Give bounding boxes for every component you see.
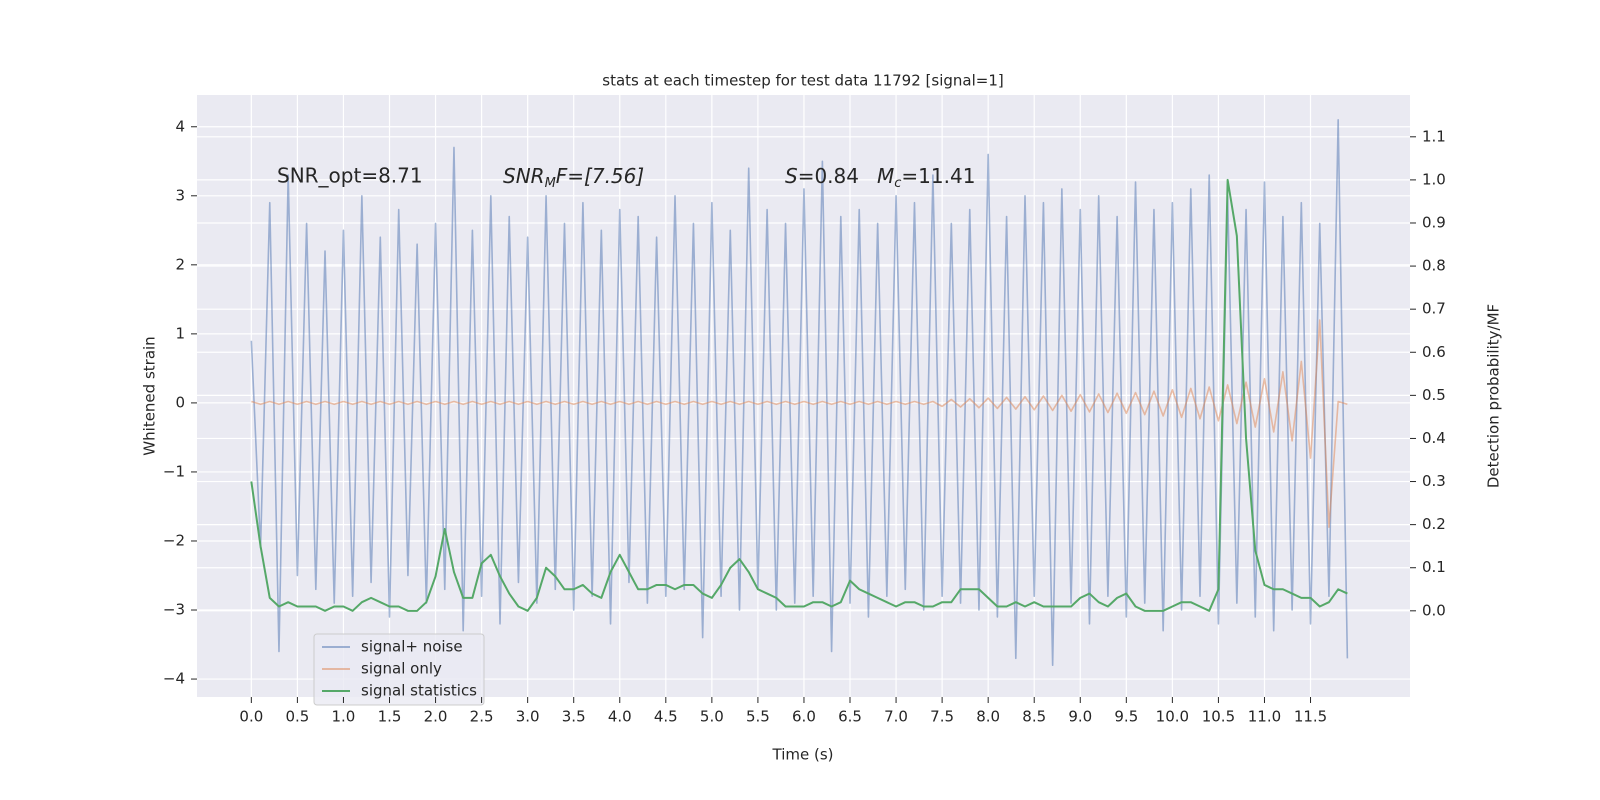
y-tick-label: 3 bbox=[175, 186, 185, 204]
chart-title: stats at each timestep for test data 117… bbox=[602, 72, 1003, 90]
x-tick-label: 10.5 bbox=[1202, 708, 1235, 726]
annotation-part: c bbox=[894, 176, 901, 191]
annotation-part: =0.84 bbox=[798, 164, 859, 188]
x-tick-label: 10.0 bbox=[1156, 708, 1189, 726]
y2-tick-label: 1.0 bbox=[1422, 170, 1446, 188]
x-tick-label: 4.0 bbox=[608, 708, 632, 726]
y2-tick-label: 0.7 bbox=[1422, 300, 1446, 318]
x-tick-label: 8.5 bbox=[1022, 708, 1046, 726]
annotation-part: M bbox=[877, 164, 894, 188]
annotation: SNRMF=[7.56] bbox=[503, 164, 644, 191]
y2-tick-label: 1.1 bbox=[1422, 127, 1446, 145]
y2-tick-label: 0.1 bbox=[1422, 558, 1446, 576]
annotation-part: SNR bbox=[503, 164, 545, 188]
y2-tick-label: 0.0 bbox=[1422, 601, 1446, 619]
x-tick-label: 1.5 bbox=[378, 708, 402, 726]
series-line bbox=[251, 319, 1348, 528]
legend-label: signal statistics bbox=[361, 682, 477, 700]
x-tick-label: 11.0 bbox=[1248, 708, 1281, 726]
x-tick-label: 5.0 bbox=[700, 708, 724, 726]
x-tick-label: 7.5 bbox=[930, 708, 954, 726]
y-tick-label: −4 bbox=[163, 670, 185, 688]
legend-label: signal only bbox=[361, 660, 442, 678]
x-tick-label: 6.0 bbox=[792, 708, 816, 726]
annotation: SNR_opt=8.71 bbox=[277, 164, 423, 188]
y-tick-label: 2 bbox=[175, 255, 185, 273]
x-tick-label: 2.5 bbox=[470, 708, 494, 726]
x-tick-label: 9.5 bbox=[1114, 708, 1138, 726]
annotation-part: M bbox=[545, 176, 556, 191]
annotation-part: S bbox=[785, 164, 798, 188]
y2-tick-label: 0.2 bbox=[1422, 515, 1446, 533]
x-tick-label: 8.0 bbox=[976, 708, 1000, 726]
y2-tick-label: 0.8 bbox=[1422, 257, 1446, 275]
series-line bbox=[250, 119, 1349, 667]
x-tick-label: 1.0 bbox=[332, 708, 356, 726]
x-tick-label: 0.0 bbox=[239, 708, 263, 726]
x-tick-label: 2.0 bbox=[424, 708, 448, 726]
y-tick-label: −3 bbox=[163, 601, 185, 619]
annotation-part: =11.41 bbox=[901, 164, 975, 188]
y-tick-label: 0 bbox=[175, 393, 185, 411]
x-tick-label: 0.5 bbox=[285, 708, 309, 726]
y-tick-label: 4 bbox=[175, 117, 185, 135]
annotation-part: F=[7.56] bbox=[556, 164, 644, 188]
y2-tick-label: 0.6 bbox=[1422, 343, 1446, 361]
legend-box bbox=[313, 633, 485, 706]
y-tick-label: −2 bbox=[163, 531, 185, 549]
x-tick-label: 6.5 bbox=[838, 708, 862, 726]
x-tick-label: 11.5 bbox=[1294, 708, 1327, 726]
series-line bbox=[250, 178, 1348, 612]
y2-axis-label: Detection probability/MF bbox=[1485, 304, 1503, 488]
annotation: S=0.84 Mc=11.41 bbox=[785, 164, 975, 191]
y2-tick-label: 0.3 bbox=[1422, 472, 1446, 490]
y-tick-label: −1 bbox=[163, 462, 185, 480]
y-tick-label: 1 bbox=[175, 324, 185, 342]
legend-label: signal+ noise bbox=[361, 638, 463, 656]
y2-tick-label: 0.4 bbox=[1422, 429, 1446, 447]
x-tick-label: 9.0 bbox=[1068, 708, 1092, 726]
y2-tick-label: 0.9 bbox=[1422, 213, 1446, 231]
x-tick-label: 4.5 bbox=[654, 708, 678, 726]
x-axis-label: Time (s) bbox=[772, 746, 834, 764]
x-tick-label: 3.5 bbox=[562, 708, 586, 726]
x-tick-label: 7.0 bbox=[884, 708, 908, 726]
x-tick-label: 3.0 bbox=[516, 708, 540, 726]
y2-tick-label: 0.5 bbox=[1422, 386, 1446, 404]
x-tick-label: 5.5 bbox=[746, 708, 770, 726]
y-axis-label: Whitened strain bbox=[141, 336, 159, 455]
